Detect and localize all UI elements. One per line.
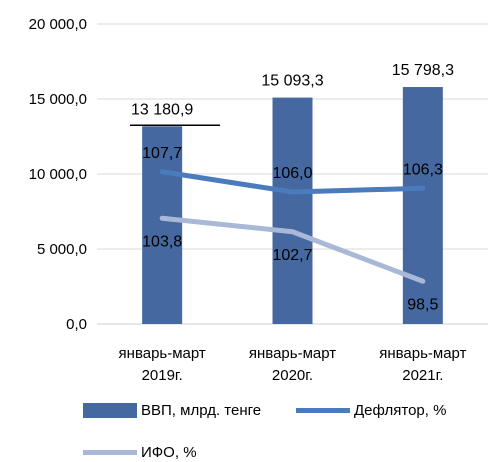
bar-series [142,87,443,325]
y-tick-label: 0,0 [66,316,87,333]
bar [272,97,313,325]
x-tick-label: январь-март [249,345,336,362]
data-labels: 13 180,9 15 093,3 15 798,3 107,7 106,0 106,3 1… [130,62,454,313]
y-tick-label: 20 000,0 [29,16,87,33]
data-label: 102,7 [272,247,312,264]
data-label: 15 798,3 [392,62,454,79]
x-tick-label: 2021г. [402,367,443,384]
x-tick-label: 2020г. [272,367,313,384]
x-axis: январь-март 2019г. январь-март 2020г. январь… [119,345,467,384]
x-tick-label: январь-март [379,345,466,362]
bar [402,87,443,324]
data-label: 106,3 [403,161,443,178]
data-label: 98,5 [407,296,438,313]
data-label: 106,0 [272,165,312,182]
data-label: 107,7 [142,145,182,162]
bar [142,126,183,324]
y-axis: 0,0 5 000,0 10 000,0 15 000,0 20 000,0 [29,16,87,333]
x-tick-label: январь-март [119,345,206,362]
data-label: 15 093,3 [261,73,323,90]
y-tick-label: 10 000,0 [29,166,87,183]
data-label: 13 180,9 [131,101,193,118]
line-series [159,169,426,284]
data-label: 103,8 [142,233,182,250]
y-tick-label: 5 000,0 [37,241,87,258]
x-tick-label: 2019г. [142,367,183,384]
y-tick-label: 15 000,0 [29,91,87,108]
